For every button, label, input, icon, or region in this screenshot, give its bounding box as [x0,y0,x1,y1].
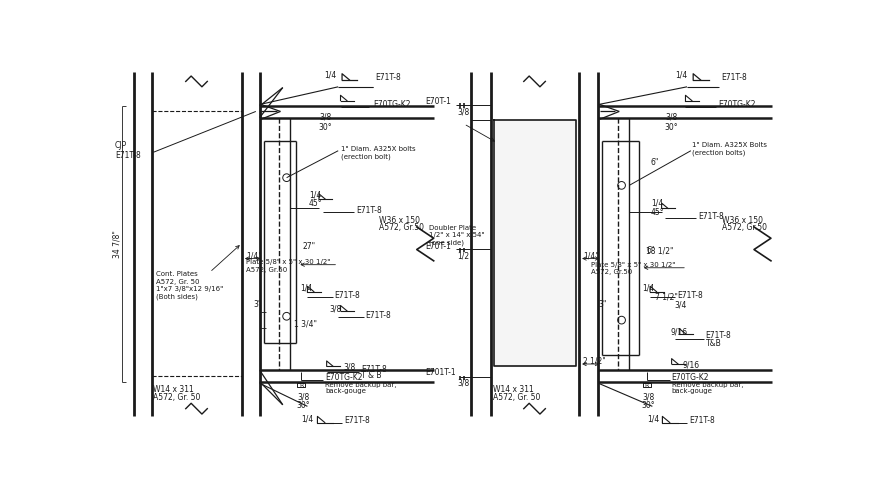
Text: (erection bolt): (erection bolt) [341,154,390,160]
Text: A572, Gr.50: A572, Gr.50 [246,267,287,273]
Text: E71T-8: E71T-8 [361,365,387,374]
Text: E71T-8: E71T-8 [706,331,732,340]
Text: E71T-8: E71T-8 [698,212,724,221]
Text: (one side): (one side) [429,240,464,246]
Text: 1/4": 1/4" [246,252,262,260]
Text: W36 x 150: W36 x 150 [379,215,420,225]
Text: E71T-8: E71T-8 [344,417,370,425]
Text: back-gouge: back-gouge [325,388,366,394]
Text: W14 x 311: W14 x 311 [153,385,194,394]
Text: E71T-8: E71T-8 [334,291,360,300]
Text: 1/4: 1/4 [300,283,312,292]
Text: 3/8: 3/8 [319,112,331,122]
Text: back-gouge: back-gouge [672,388,712,394]
Text: E71T-8: E71T-8 [356,206,381,215]
Text: E71T-8: E71T-8 [375,73,401,82]
Text: 3/8: 3/8 [643,393,655,401]
Text: CJP
E71T-8: CJP E71T-8 [115,141,140,160]
Text: A572, Gr. 50: A572, Gr. 50 [493,393,540,401]
Text: 1" Diam. A325X bolts: 1" Diam. A325X bolts [341,146,415,152]
Text: E701T-1: E701T-1 [425,368,456,377]
Text: W36 x 150: W36 x 150 [722,215,763,225]
Text: (erection bolts): (erection bolts) [692,149,746,156]
Text: 7 1/2": 7 1/2" [655,293,678,301]
Text: 3": 3" [253,300,262,309]
Text: Remove backup bar,: Remove backup bar, [325,382,396,388]
Text: (Both sides): (Both sides) [156,294,198,300]
Text: 3/8: 3/8 [344,363,356,372]
Text: T&B: T&B [706,339,721,347]
Text: 9/16: 9/16 [671,328,688,337]
Text: 3": 3" [598,300,607,309]
Text: 45°: 45° [308,199,322,208]
Text: Plate 5/8" x 5" x 30 1/2": Plate 5/8" x 5" x 30 1/2" [246,260,330,265]
Text: 1/2" x 14" x 54": 1/2" x 14" x 54" [429,232,484,239]
Text: 3/8: 3/8 [665,112,678,122]
Text: E70T-1: E70T-1 [425,97,451,106]
Text: E71T-8: E71T-8 [721,73,746,82]
Text: 30°: 30° [642,401,655,410]
Text: A572, Gr.50: A572, Gr.50 [379,223,424,232]
Text: E70TG-K2: E70TG-K2 [672,373,709,382]
Text: E70TG-K2: E70TG-K2 [718,100,755,109]
Text: Remove backup bar,: Remove backup bar, [672,382,743,388]
Text: 1/4: 1/4 [301,415,314,424]
Text: 1/2: 1/2 [457,252,469,260]
Text: 18 1/2": 18 1/2" [646,246,673,255]
Text: 45°: 45° [651,208,665,217]
Text: 9/16: 9/16 [682,360,699,369]
Text: 1/4: 1/4 [324,71,336,80]
Text: 3/8: 3/8 [330,305,342,314]
Text: 2 1/2": 2 1/2" [583,356,606,365]
Text: 1/4: 1/4 [643,283,655,292]
Text: Plate 5/8" x 5" x 30 1/2": Plate 5/8" x 5" x 30 1/2" [591,261,675,268]
Text: 3/8: 3/8 [457,108,469,117]
Text: W14 x 311: W14 x 311 [493,385,534,394]
Text: 1/4: 1/4 [675,71,687,80]
Text: E71T-8: E71T-8 [677,291,703,300]
Text: 1/4: 1/4 [652,199,664,208]
Text: R: R [645,382,649,388]
Text: 1/4: 1/4 [647,415,659,424]
Text: 6": 6" [650,158,658,167]
Text: 1/4": 1/4" [583,252,599,260]
Text: 27": 27" [303,243,316,251]
Text: 6": 6" [647,246,655,255]
Text: 3/8: 3/8 [297,393,310,401]
Text: 1"x7 3/8"x12 9/16": 1"x7 3/8"x12 9/16" [156,286,223,292]
Text: 30°: 30° [318,123,332,132]
Text: T & B: T & B [361,371,381,380]
Text: 3/4: 3/4 [674,300,686,309]
Text: 30°: 30° [297,401,310,410]
Text: 1" Diam. A325X Bolts: 1" Diam. A325X Bolts [692,141,767,148]
Text: A572, Gr.50: A572, Gr.50 [591,269,632,276]
Text: 3/8: 3/8 [457,379,469,388]
Polygon shape [494,120,576,366]
Text: E71T-8: E71T-8 [365,311,391,320]
Text: 1 3/4": 1 3/4" [294,319,316,329]
Text: E70TG-K2: E70TG-K2 [373,100,410,109]
Text: A572, Gr.50: A572, Gr.50 [722,223,766,232]
Text: E71T-8: E71T-8 [689,417,715,425]
Text: E70TG-K2: E70TG-K2 [325,373,362,382]
Text: Doubler Plate: Doubler Plate [429,225,476,231]
Text: Cont. Plates: Cont. Plates [156,271,198,277]
Text: 30°: 30° [665,123,679,132]
Text: E70T-1: E70T-1 [425,243,451,251]
Text: 34 7/8": 34 7/8" [112,230,122,258]
Text: A572, Gr. 50: A572, Gr. 50 [156,278,199,285]
Text: R: R [299,382,303,388]
Text: A572, Gr. 50: A572, Gr. 50 [153,393,201,401]
Text: 1/4: 1/4 [309,191,321,200]
